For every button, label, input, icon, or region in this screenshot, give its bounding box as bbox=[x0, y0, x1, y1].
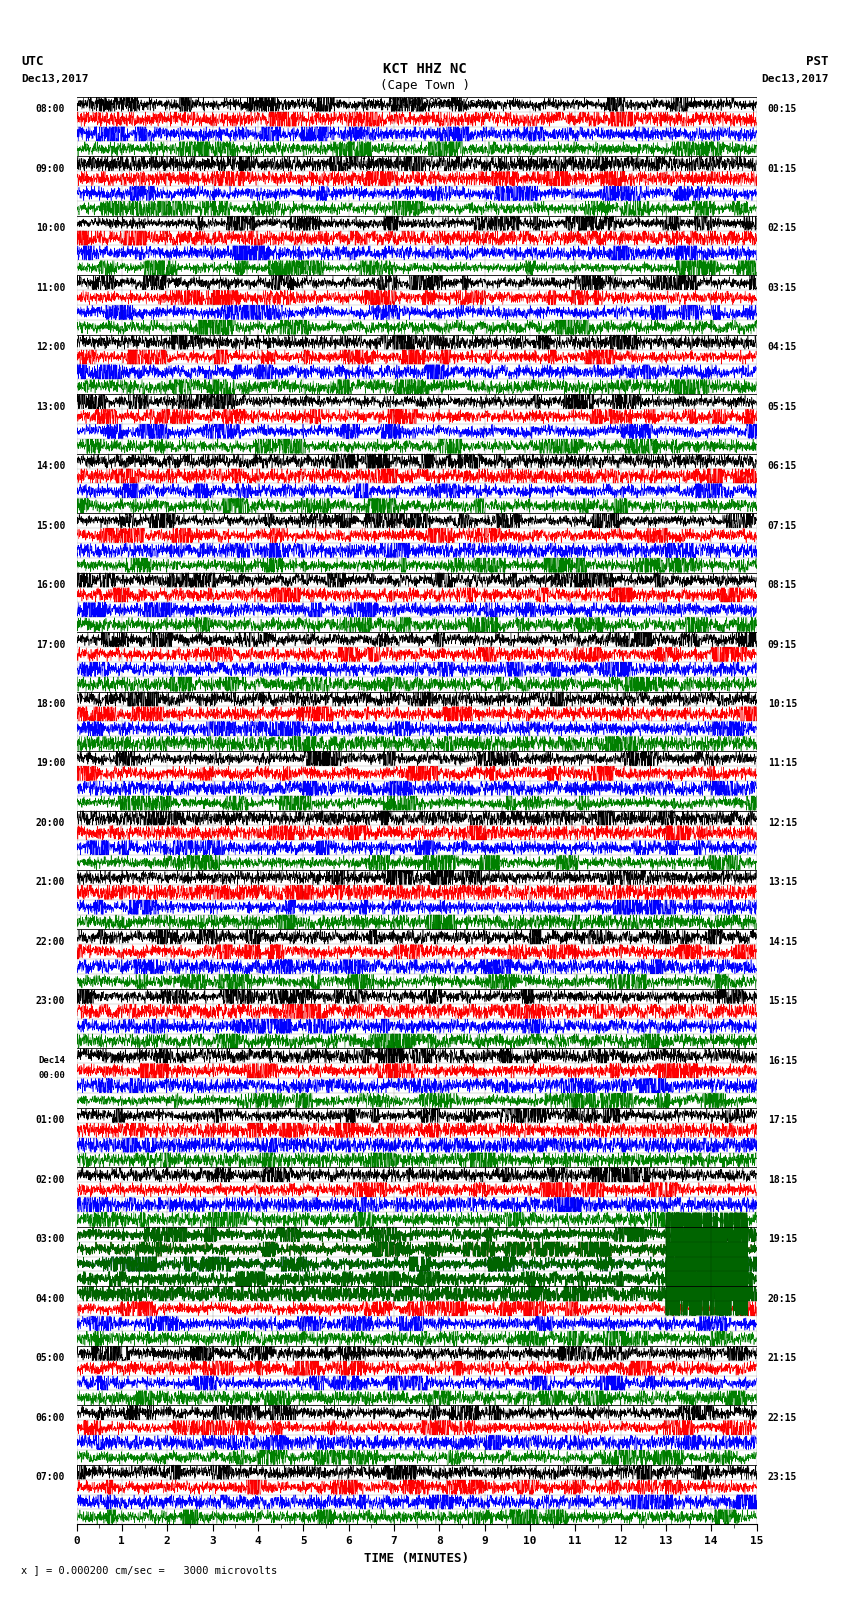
Text: 21:00: 21:00 bbox=[36, 877, 65, 887]
Text: Dec14: Dec14 bbox=[38, 1057, 65, 1065]
Text: 12:00: 12:00 bbox=[36, 342, 65, 352]
Text: 06:15: 06:15 bbox=[768, 461, 797, 471]
Text: UTC: UTC bbox=[21, 55, 43, 68]
Text: PST: PST bbox=[807, 55, 829, 68]
Text: 20:15: 20:15 bbox=[768, 1294, 797, 1303]
Text: 07:00: 07:00 bbox=[36, 1473, 65, 1482]
Text: 04:00: 04:00 bbox=[36, 1294, 65, 1303]
Text: 08:15: 08:15 bbox=[768, 581, 797, 590]
Text: 23:00: 23:00 bbox=[36, 997, 65, 1007]
Text: 09:15: 09:15 bbox=[768, 639, 797, 650]
Text: 15:00: 15:00 bbox=[36, 521, 65, 531]
Text: 02:15: 02:15 bbox=[768, 223, 797, 234]
Text: 16:00: 16:00 bbox=[36, 581, 65, 590]
Text: 19:00: 19:00 bbox=[36, 758, 65, 768]
Text: 12:15: 12:15 bbox=[768, 818, 797, 827]
Text: 14:00: 14:00 bbox=[36, 461, 65, 471]
Text: Dec13,2017: Dec13,2017 bbox=[762, 74, 829, 84]
Text: 06:00: 06:00 bbox=[36, 1413, 65, 1423]
X-axis label: TIME (MINUTES): TIME (MINUTES) bbox=[364, 1552, 469, 1565]
Text: 00:00: 00:00 bbox=[38, 1071, 65, 1079]
Text: 08:00: 08:00 bbox=[36, 105, 65, 115]
Text: 01:00: 01:00 bbox=[36, 1115, 65, 1126]
Text: 17:00: 17:00 bbox=[36, 639, 65, 650]
Text: 09:00: 09:00 bbox=[36, 163, 65, 174]
Text: 11:15: 11:15 bbox=[768, 758, 797, 768]
Text: 20:00: 20:00 bbox=[36, 818, 65, 827]
Text: 05:15: 05:15 bbox=[768, 402, 797, 411]
Text: 05:00: 05:00 bbox=[36, 1353, 65, 1363]
Text: 13:15: 13:15 bbox=[768, 877, 797, 887]
Text: 19:15: 19:15 bbox=[768, 1234, 797, 1244]
Text: 21:15: 21:15 bbox=[768, 1353, 797, 1363]
Text: (Cape Town ): (Cape Town ) bbox=[380, 79, 470, 92]
Text: 13:00: 13:00 bbox=[36, 402, 65, 411]
Text: 07:15: 07:15 bbox=[768, 521, 797, 531]
Text: 00:15: 00:15 bbox=[768, 105, 797, 115]
Text: 18:00: 18:00 bbox=[36, 698, 65, 710]
Text: Dec13,2017: Dec13,2017 bbox=[21, 74, 88, 84]
Text: 02:00: 02:00 bbox=[36, 1174, 65, 1186]
Text: 22:00: 22:00 bbox=[36, 937, 65, 947]
Text: 17:15: 17:15 bbox=[768, 1115, 797, 1126]
Text: 22:15: 22:15 bbox=[768, 1413, 797, 1423]
Text: 23:15: 23:15 bbox=[768, 1473, 797, 1482]
Text: KCT HHZ NC: KCT HHZ NC bbox=[383, 61, 467, 76]
Text: 18:15: 18:15 bbox=[768, 1174, 797, 1186]
Text: 15:15: 15:15 bbox=[768, 997, 797, 1007]
Text: 11:00: 11:00 bbox=[36, 282, 65, 292]
Text: 01:15: 01:15 bbox=[768, 163, 797, 174]
Text: x ] = 0.000200 cm/sec =   3000 microvolts: x ] = 0.000200 cm/sec = 3000 microvolts bbox=[21, 1565, 277, 1574]
Text: 04:15: 04:15 bbox=[768, 342, 797, 352]
Text: 16:15: 16:15 bbox=[768, 1057, 797, 1066]
Text: 03:00: 03:00 bbox=[36, 1234, 65, 1244]
Text: 10:00: 10:00 bbox=[36, 223, 65, 234]
Text: 14:15: 14:15 bbox=[768, 937, 797, 947]
Text: 03:15: 03:15 bbox=[768, 282, 797, 292]
Text: I = 0.000200 cm/sec: I = 0.000200 cm/sec bbox=[361, 98, 489, 108]
Text: 10:15: 10:15 bbox=[768, 698, 797, 710]
